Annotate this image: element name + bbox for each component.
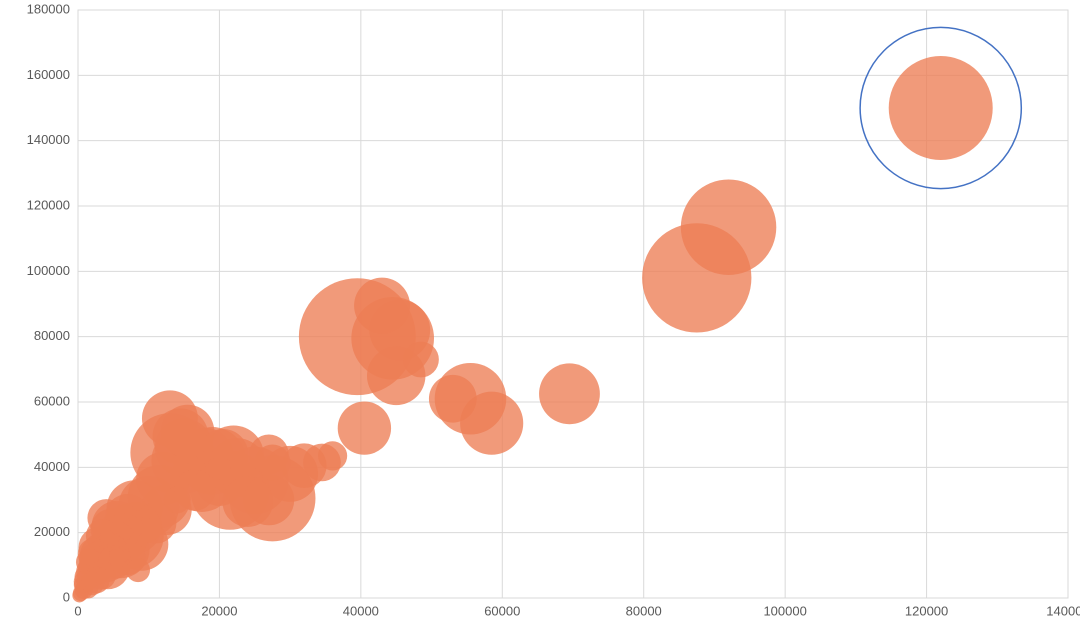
- bubble-point: [338, 401, 391, 454]
- bubble-point: [72, 588, 86, 602]
- y-tick-label: 140000: [27, 132, 70, 147]
- bubble-point: [126, 558, 150, 582]
- x-tick-label: 140000: [1046, 604, 1080, 619]
- y-tick-label: 120000: [27, 197, 70, 212]
- bubble-chart: 0 20000 40000 60000 80000 100000 120000 140000 1…: [0, 0, 1080, 634]
- y-tick-label: 80000: [34, 328, 70, 343]
- bubble-point: [403, 342, 439, 378]
- x-tick-label: 60000: [484, 604, 520, 619]
- y-tick-label: 100000: [27, 263, 70, 278]
- x-tick-label: 0: [74, 604, 81, 619]
- chart-svg: 0 20000 40000 60000 80000 100000 120000 140000 1…: [0, 0, 1080, 634]
- y-tick-label: 20000: [34, 524, 70, 539]
- bubble-point: [429, 375, 477, 423]
- bubble-point: [354, 278, 410, 334]
- x-tick-label: 100000: [763, 604, 806, 619]
- bubble-point: [255, 445, 291, 481]
- x-tick-label: 20000: [201, 604, 237, 619]
- bubble-point: [164, 487, 191, 514]
- bubble-point: [318, 441, 347, 470]
- bubble-point: [539, 363, 600, 424]
- y-tick-label: 0: [63, 589, 70, 604]
- bubble-point: [681, 180, 776, 275]
- x-tick-label: 40000: [343, 604, 379, 619]
- y-tick-label: 160000: [27, 67, 70, 82]
- y-tick-label: 180000: [27, 1, 70, 16]
- bubble-point: [889, 56, 993, 160]
- bubble-point: [128, 509, 162, 543]
- x-tick-label: 80000: [626, 604, 662, 619]
- x-tick-label: 120000: [905, 604, 948, 619]
- y-tick-label: 40000: [34, 459, 70, 474]
- y-tick-label: 60000: [34, 393, 70, 408]
